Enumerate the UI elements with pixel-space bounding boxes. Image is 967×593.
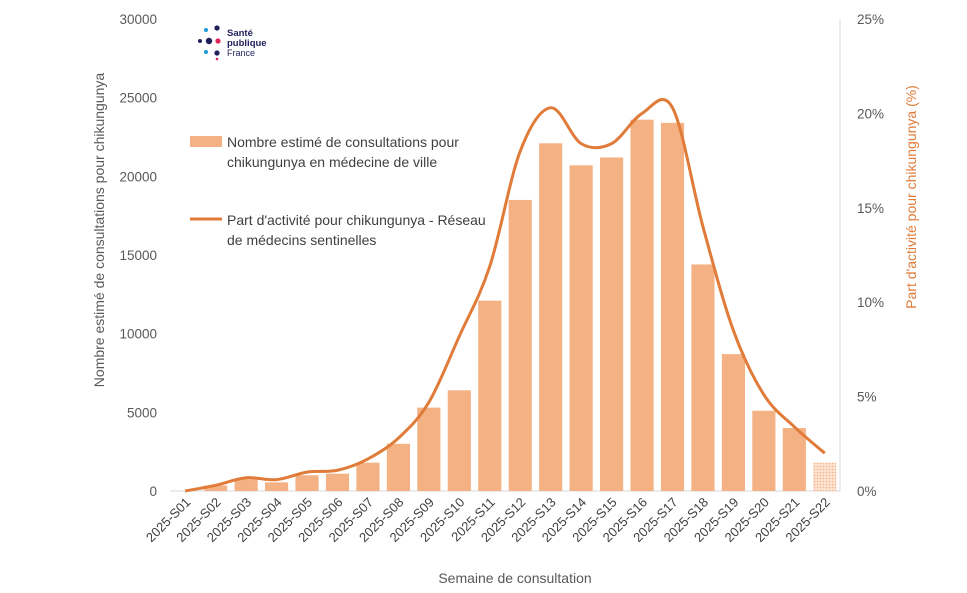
series-line bbox=[184, 98, 826, 493]
y-tick-label: 5000 bbox=[127, 405, 157, 420]
bar bbox=[539, 143, 563, 491]
bar bbox=[204, 485, 228, 491]
sante-publique-france-logo: Santé publique France bbox=[198, 25, 267, 61]
bar bbox=[508, 199, 532, 491]
y-axis-right-title: Part d'activité pour chikungunya (%) bbox=[903, 85, 919, 309]
y-axis-title: Nombre estimé de consultations pour chik… bbox=[91, 73, 107, 388]
bar bbox=[265, 482, 289, 491]
logo-line2: publique bbox=[227, 38, 267, 49]
y-right-tick-label: 5% bbox=[857, 390, 877, 405]
logo-line1: Santé bbox=[227, 28, 253, 39]
bar bbox=[691, 264, 715, 491]
x-axis-title: Semaine de consultation bbox=[438, 570, 591, 586]
bar-series bbox=[204, 119, 837, 492]
legend-bar-swatch bbox=[190, 136, 222, 147]
bar bbox=[752, 410, 776, 491]
line-series bbox=[184, 98, 826, 493]
y-tick-label: 0 bbox=[149, 484, 157, 499]
y-right-tick-label: 15% bbox=[857, 201, 884, 216]
logo-line3: France bbox=[227, 48, 255, 58]
legend-line-label-line2: de médecins sentinelles bbox=[227, 232, 376, 248]
bar bbox=[660, 122, 685, 491]
bar bbox=[782, 428, 806, 491]
bar bbox=[478, 300, 502, 491]
bar bbox=[356, 462, 380, 491]
y-tick-label: 15000 bbox=[119, 248, 157, 263]
bar bbox=[386, 443, 410, 491]
bar bbox=[721, 354, 745, 491]
left-axis-ticks: 0 5000 10000 15000 20000 25000 30000 bbox=[119, 12, 157, 499]
y-right-tick-label: 25% bbox=[857, 12, 884, 27]
logo-dots-icon bbox=[198, 25, 221, 61]
bar bbox=[630, 119, 654, 492]
legend: Nombre estimé de consultations pour chik… bbox=[190, 134, 486, 248]
bar bbox=[295, 475, 319, 491]
y-tick-label: 20000 bbox=[119, 169, 157, 184]
bar bbox=[600, 157, 624, 491]
bar bbox=[569, 165, 593, 491]
y-tick-label: 30000 bbox=[119, 12, 157, 27]
legend-bar-label-line2: chikungunya en médecine de ville bbox=[227, 154, 437, 170]
bar bbox=[813, 462, 837, 491]
y-right-tick-label: 10% bbox=[857, 295, 884, 310]
legend-line-label-line1: Part d'activité pour chikungunya - Résea… bbox=[227, 212, 486, 228]
y-right-tick-label: 20% bbox=[857, 106, 884, 121]
legend-bar-label-line1: Nombre estimé de consultations pour bbox=[227, 134, 459, 150]
bar bbox=[325, 473, 350, 491]
y-tick-label: 25000 bbox=[119, 91, 157, 106]
bar bbox=[417, 407, 441, 491]
y-right-tick-label: 0% bbox=[857, 484, 877, 499]
y-tick-label: 10000 bbox=[119, 327, 157, 342]
bar bbox=[447, 390, 471, 491]
bar bbox=[234, 479, 258, 491]
right-axis-ticks: 0% 5% 10% 15% 20% 25% bbox=[857, 12, 884, 499]
x-axis-ticks: 2025-S012025-S022025-S032025-S042025-S05… bbox=[143, 495, 833, 545]
